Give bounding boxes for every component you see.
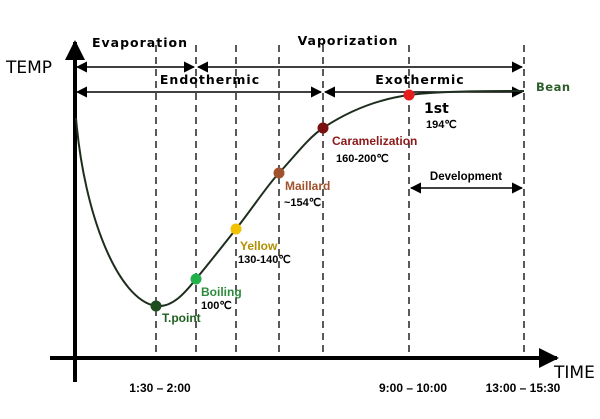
endothermic-label: Endothermic	[160, 72, 260, 87]
yellow-marker	[230, 223, 242, 235]
yellow-label: Yellow	[240, 239, 278, 253]
yellow-value: 130-140℃	[238, 254, 291, 266]
boiling-label: Boiling	[201, 285, 242, 299]
tick-label-first-crack: 9:00 – 10:00	[379, 381, 447, 395]
first-crack-value: 194℃	[426, 119, 457, 131]
caramelization-label: Caramelization	[332, 134, 417, 148]
first-crack-label: 1st	[424, 101, 449, 117]
vaporization-label: Vaporization	[298, 33, 399, 48]
maillard-value: ~154℃	[284, 197, 321, 209]
maillard-label: Maillard	[285, 179, 330, 193]
boiling-value: 100℃	[201, 300, 232, 312]
caramelization-marker	[317, 122, 329, 134]
bean-label: Bean	[536, 80, 571, 94]
caramelization-value: 160-200℃	[336, 153, 389, 165]
exothermic-label: Exothermic	[375, 72, 464, 87]
maillard-marker	[273, 167, 285, 179]
tick-label-end: 13:00 – 15:30	[486, 381, 561, 395]
tick-label-tpoint: 1:30 – 2:00	[129, 381, 191, 395]
x-axis-label: TIME	[553, 363, 595, 383]
boiling-marker	[190, 273, 202, 285]
evaporation-label: Evaporation	[92, 35, 188, 50]
first-crack-marker	[403, 89, 415, 101]
tpoint-label: T.point	[162, 311, 201, 325]
y-axis-label: TEMP	[5, 58, 52, 78]
development-label: Development	[430, 171, 502, 183]
tpoint-marker	[150, 300, 162, 312]
